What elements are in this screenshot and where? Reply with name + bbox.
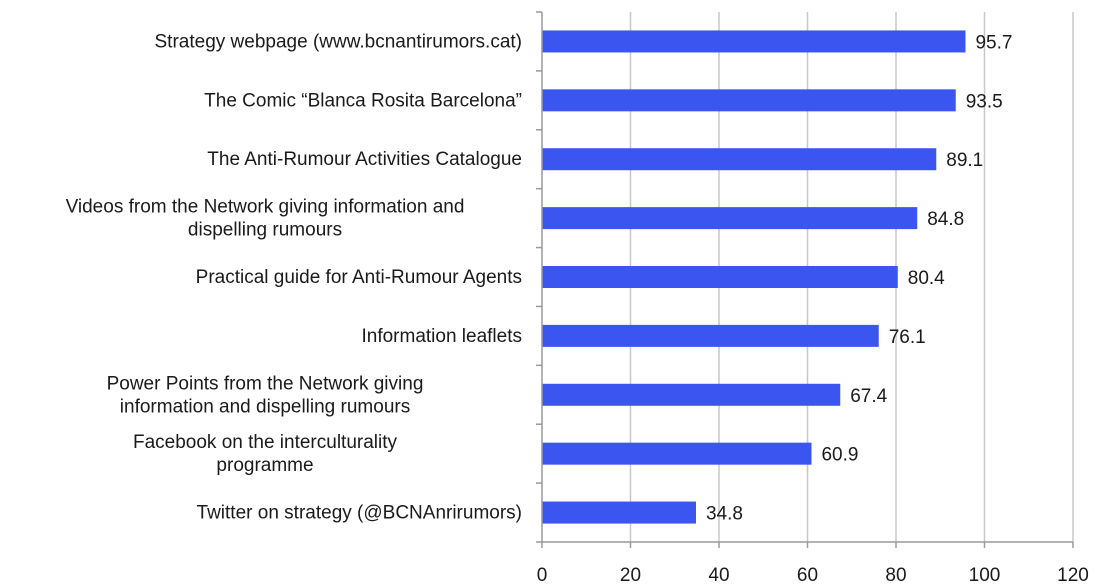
category-label: Strategy webpage (www.bcnantirumors.cat) xyxy=(155,31,523,52)
bar-value-label: 34.8 xyxy=(706,504,743,525)
bar xyxy=(542,324,879,347)
bar-value-label: 67.4 xyxy=(850,386,887,407)
x-tick-label: 80 xyxy=(885,565,906,586)
bar xyxy=(542,207,918,230)
category-label: The Anti-Rumour Activities Catalogue xyxy=(207,149,522,170)
category-label: Power Points from the Network giving xyxy=(107,373,424,394)
axes xyxy=(536,11,1074,548)
bars xyxy=(542,30,966,524)
category-label: Practical guide for Anti-Rumour Agents xyxy=(196,267,522,288)
x-tick-label: 40 xyxy=(708,565,729,586)
category-label: information and dispelling rumours xyxy=(120,396,410,417)
category-label: The Comic “Blanca Rosita Barcelona” xyxy=(204,90,522,111)
category-label: Information leaflets xyxy=(361,326,522,347)
bar-value-label: 60.9 xyxy=(821,445,858,466)
category-label: Videos from the Network giving informati… xyxy=(66,197,465,218)
bar xyxy=(542,30,966,53)
bar-value-label: 95.7 xyxy=(975,32,1012,53)
bar xyxy=(542,442,812,465)
x-tick-label: 20 xyxy=(620,565,641,586)
category-label: dispelling rumours xyxy=(188,220,342,241)
category-label: Twitter on strategy (@BCNAnrirumors) xyxy=(197,503,522,524)
bar-value-label: 76.1 xyxy=(889,327,926,348)
bar xyxy=(542,266,898,288)
x-tick-label: 0 xyxy=(537,565,548,586)
bar xyxy=(542,501,696,524)
category-label: Facebook on the interculturality xyxy=(133,432,398,453)
bar xyxy=(542,89,956,112)
labels: 0 20 40 60 80 100 120 95.7 Strategy webpage (www… xyxy=(66,31,1089,586)
bar xyxy=(542,148,937,171)
bar xyxy=(542,383,841,406)
bar-value-label: 93.5 xyxy=(966,91,1003,112)
x-tick-label: 120 xyxy=(1057,565,1089,586)
x-tick-label: 60 xyxy=(797,565,818,586)
bar-value-label: 89.1 xyxy=(946,150,983,171)
x-tick-label: 100 xyxy=(969,565,1001,586)
category-label: programme xyxy=(216,455,313,476)
bar-value-label: 80.4 xyxy=(908,268,945,289)
bar-value-label: 84.8 xyxy=(927,209,964,230)
